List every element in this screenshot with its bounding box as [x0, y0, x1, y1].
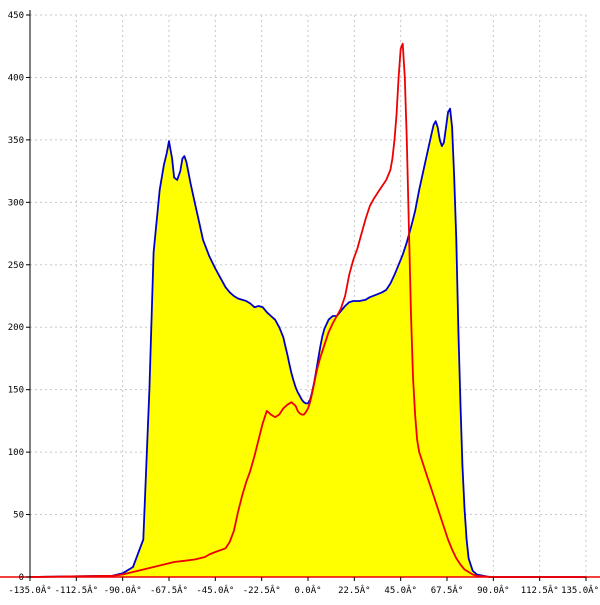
y-tick-label: 50	[13, 511, 24, 521]
y-tick-label: 200	[8, 323, 24, 333]
x-tick-label: -67.5Â°	[150, 584, 188, 596]
x-tick-label: 135.0Â°	[561, 584, 599, 596]
x-tick-label: -22.5Â°	[243, 584, 281, 596]
x-tick-label: 67.5Â°	[431, 584, 464, 596]
series-0-area	[30, 108, 586, 577]
y-tick-label: 150	[8, 386, 24, 396]
series-1-line	[29, 42, 586, 578]
x-tick-label: -45.0Â°	[196, 584, 234, 596]
x-tick-label: 22.5Â°	[338, 584, 371, 596]
area-fills	[30, 108, 586, 577]
tick-labels: 0 50 100 150 200 250 300 350 400 450 -135.0Â° -112.…	[8, 11, 599, 596]
x-tick-label: -90.0Â°	[104, 584, 142, 596]
x-tick-label: 90.0Â°	[477, 584, 510, 596]
x-tick-label: 0.0Â°	[294, 584, 321, 596]
y-tick-label: 100	[8, 448, 24, 458]
series-lines	[29, 42, 586, 578]
y-tick-label: 250	[8, 261, 24, 271]
y-tick-label: 350	[8, 136, 24, 146]
x-tick-label: 112.5Â°	[521, 584, 559, 596]
x-tick-label: -112.5Â°	[55, 584, 98, 596]
y-tick-label: 450	[8, 11, 24, 21]
x-tick-label: -135.0Â°	[8, 584, 51, 596]
y-tick-label: 300	[8, 198, 24, 208]
x-tick-label: 45.0Â°	[384, 584, 417, 596]
y-tick-label: 0	[19, 573, 24, 583]
y-tick-label: 400	[8, 73, 24, 83]
axes	[0, 10, 600, 581]
